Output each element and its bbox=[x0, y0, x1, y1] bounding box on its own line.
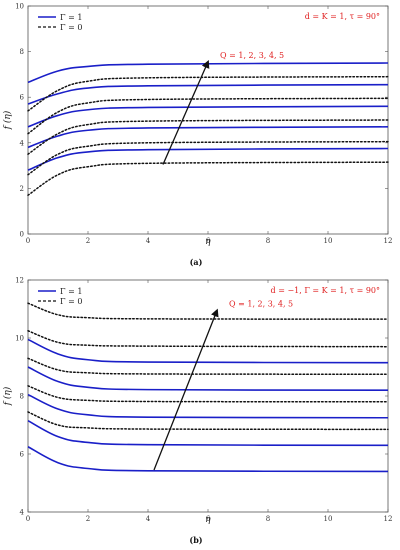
y-tick-label: 2 bbox=[20, 185, 24, 193]
x-axis-label: η bbox=[205, 515, 211, 525]
series-line-gamma1-2 bbox=[27, 126, 389, 149]
y-tick-label: 10 bbox=[15, 3, 24, 11]
series-line-gamma0-1 bbox=[27, 161, 389, 196]
legend: Γ = 1Γ = 0 bbox=[38, 13, 82, 32]
series-line-gamma0-3 bbox=[27, 357, 389, 375]
series-line-gamma1-5 bbox=[27, 338, 389, 364]
x-tick-label: 12 bbox=[384, 515, 393, 523]
legend-label-gamma0: Γ = 0 bbox=[60, 23, 82, 32]
series-line-gamma1-2 bbox=[27, 419, 389, 447]
x-tick-label: 2 bbox=[86, 515, 90, 523]
legend-label-gamma1: Γ = 1 bbox=[60, 287, 82, 296]
x-tick-label: 4 bbox=[146, 515, 151, 523]
chart-panel-1: 0 2 4 6 8 10 12 0 2 4 6 8 10 η f (η) Q = 1, 2, 3, 4, 5 d… bbox=[2, 3, 392, 268]
x-tick-label: 0 bbox=[26, 237, 30, 245]
y-tick-label: 6 bbox=[20, 94, 25, 102]
y-axis-label: f (η) bbox=[2, 110, 13, 130]
series-line-gamma1-4 bbox=[27, 83, 389, 105]
x-tick-label: 4 bbox=[146, 237, 151, 245]
trend-arrow bbox=[153, 308, 219, 471]
x-tick-label: 10 bbox=[324, 237, 333, 245]
x-tick-label: 2 bbox=[86, 237, 90, 245]
params-annotation: d = −1, Γ = K = 1, τ = 90° bbox=[271, 286, 380, 295]
legend: Γ = 1Γ = 0 bbox=[38, 287, 82, 306]
legend-label-gamma1: Γ = 1 bbox=[60, 13, 82, 22]
plot-frame bbox=[27, 279, 389, 513]
series-line-gamma1-3 bbox=[27, 105, 389, 128]
y-tick-label: 12 bbox=[15, 277, 24, 285]
series-line-gamma0-4 bbox=[27, 330, 389, 348]
chart-panel-2: 0 2 4 6 8 10 12 4 6 8 10 12 η f (η) Q = 1, 2, 3, 4, 5 d… bbox=[2, 277, 392, 546]
y-tick-label: 8 bbox=[20, 393, 24, 401]
series-line-gamma0-4 bbox=[27, 97, 389, 135]
legend-label-gamma0: Γ = 0 bbox=[60, 297, 82, 306]
x-tick-label: 12 bbox=[384, 237, 393, 245]
params-annotation: d = K = 1, τ = 90° bbox=[305, 12, 380, 21]
y-tick-label: 10 bbox=[15, 335, 24, 343]
trend-annotation: Q = 1, 2, 3, 4, 5 bbox=[229, 299, 293, 308]
trend-annotation: Q = 1, 2, 3, 4, 5 bbox=[220, 51, 284, 60]
series-line-gamma1-5 bbox=[27, 62, 389, 84]
y-tick-label: 4 bbox=[20, 509, 25, 517]
y-tick-label: 4 bbox=[20, 139, 25, 147]
series-line-gamma0-3 bbox=[27, 119, 389, 155]
series-line-gamma0-5 bbox=[27, 302, 389, 320]
series-line-gamma1-1 bbox=[27, 446, 389, 473]
y-tick-label: 6 bbox=[20, 451, 25, 459]
trend-arrow bbox=[162, 60, 210, 165]
series-line-gamma1-3 bbox=[27, 393, 389, 419]
panel-caption: (a) bbox=[190, 257, 203, 267]
x-tick-label: 0 bbox=[26, 515, 30, 523]
x-axis-label: η bbox=[205, 237, 211, 247]
series-line-gamma1-4 bbox=[27, 366, 389, 391]
panel-caption: (b) bbox=[189, 535, 202, 545]
x-tick-label: 10 bbox=[324, 515, 333, 523]
y-tick-label: 8 bbox=[20, 48, 24, 56]
series-line-gamma0-5 bbox=[27, 75, 389, 112]
series-line-gamma1-1 bbox=[27, 147, 389, 171]
series-line-gamma0-2 bbox=[27, 140, 389, 176]
y-axis-label: f (η) bbox=[2, 386, 13, 406]
x-tick-label: 8 bbox=[266, 237, 270, 245]
y-tick-label: 0 bbox=[20, 231, 24, 239]
x-tick-label: 6 bbox=[206, 237, 211, 245]
series-line-gamma0-2 bbox=[27, 385, 389, 403]
x-tick-label: 6 bbox=[206, 515, 211, 523]
x-tick-label: 8 bbox=[266, 515, 270, 523]
series-line-gamma0-1 bbox=[27, 411, 389, 431]
